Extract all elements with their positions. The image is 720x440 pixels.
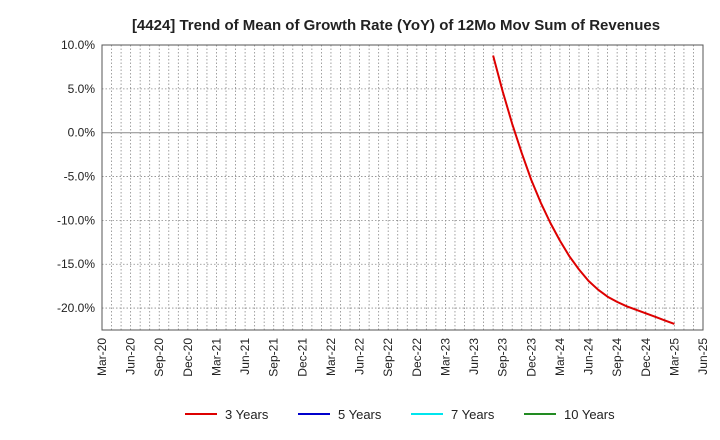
y-tick-label: 10.0%	[61, 38, 95, 52]
y-tick-label: 5.0%	[68, 82, 96, 96]
x-tick-label: Jun-20	[124, 338, 138, 375]
x-tick-label: Mar-20	[95, 338, 109, 376]
series-lines	[492, 55, 675, 325]
legend-label: 7 Years	[451, 407, 495, 422]
x-tick-label: Dec-24	[639, 338, 653, 377]
x-tick-label: Dec-23	[524, 338, 538, 377]
grid	[102, 44, 703, 330]
y-tick-label: -10.0%	[57, 213, 95, 227]
x-tick-label: Mar-24	[553, 338, 567, 376]
x-tick-label: Jun-25	[696, 338, 710, 375]
x-tick-label: Sep-21	[267, 338, 281, 377]
legend-label: 10 Years	[564, 407, 615, 422]
x-tick-label: Jun-23	[467, 338, 481, 375]
y-tick-label: -5.0%	[64, 170, 96, 184]
x-tick-label: Mar-25	[667, 338, 681, 376]
series-line-3-years	[492, 55, 675, 325]
x-tick-label: Jun-22	[353, 338, 367, 375]
x-tick-label: Jun-24	[582, 338, 596, 375]
legend-label: 5 Years	[338, 407, 382, 422]
x-tick-label: Mar-22	[324, 338, 338, 376]
x-tick-label: Sep-24	[610, 338, 624, 377]
x-tick-label: Jun-21	[238, 338, 252, 375]
legend-label: 3 Years	[225, 407, 269, 422]
y-axis-ticks: 10.0% 5.0% 0.0% -5.0% -10.0% -15.0% -20.0%	[57, 38, 95, 315]
y-tick-label: -20.0%	[57, 301, 95, 315]
plot-frame	[101, 44, 704, 331]
x-tick-label: Dec-21	[295, 338, 309, 377]
x-axis-ticks: Mar-20 Jun-20 Sep-20 Dec-20 Mar-21 Jun-21 Sep-…	[95, 338, 710, 377]
x-tick-label: Sep-20	[152, 338, 166, 377]
y-tick-label: -15.0%	[57, 257, 95, 271]
x-tick-label: Mar-23	[438, 338, 452, 376]
x-tick-label: Dec-20	[181, 338, 195, 377]
chart-title: [4424] Trend of Mean of Growth Rate (YoY…	[132, 17, 660, 34]
x-tick-label: Sep-22	[381, 338, 395, 377]
x-tick-label: Dec-22	[410, 338, 424, 377]
y-tick-label: 0.0%	[68, 126, 96, 140]
x-tick-label: Mar-21	[209, 338, 223, 376]
x-tick-label: Sep-23	[496, 338, 510, 377]
legend: 3 Years 5 Years 7 Years 10 Years	[185, 407, 615, 422]
